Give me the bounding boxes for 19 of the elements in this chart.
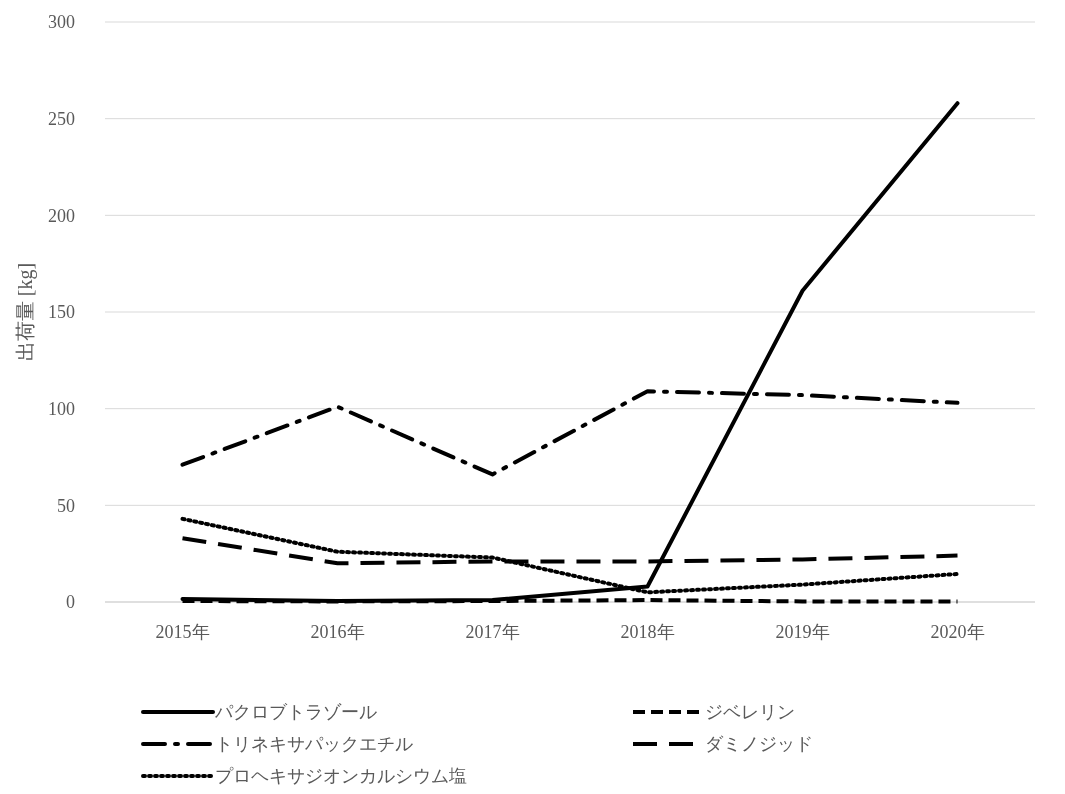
y-tick-label: 100 xyxy=(48,398,75,419)
x-tick-label: 2017年 xyxy=(465,622,520,642)
legend-label: ダミノジッド xyxy=(705,734,813,755)
y-tick-label: 200 xyxy=(48,205,75,226)
legend-label: ジベレリン xyxy=(705,702,795,723)
y-tick-label: 250 xyxy=(48,108,75,129)
y-axis-title: 出荷量 [kg] xyxy=(14,262,37,362)
y-tick-label: 150 xyxy=(48,302,75,323)
y-tick-label: 50 xyxy=(57,495,75,516)
legend-label: パクロブトラゾール xyxy=(214,702,377,723)
x-tick-label: 2018年 xyxy=(620,622,675,642)
y-tick-label: 0 xyxy=(66,592,75,613)
legend-label: トリネキサパックエチル xyxy=(215,734,413,755)
x-tick-label: 2016年 xyxy=(310,622,365,642)
y-tick-label: 300 xyxy=(48,12,75,33)
legend-label: プロヘキサジオンカルシウム塩 xyxy=(215,766,467,787)
x-tick-label: 2015年 xyxy=(155,622,210,642)
x-tick-label: 2019年 xyxy=(775,622,830,642)
x-tick-label: 2020年 xyxy=(930,622,985,642)
